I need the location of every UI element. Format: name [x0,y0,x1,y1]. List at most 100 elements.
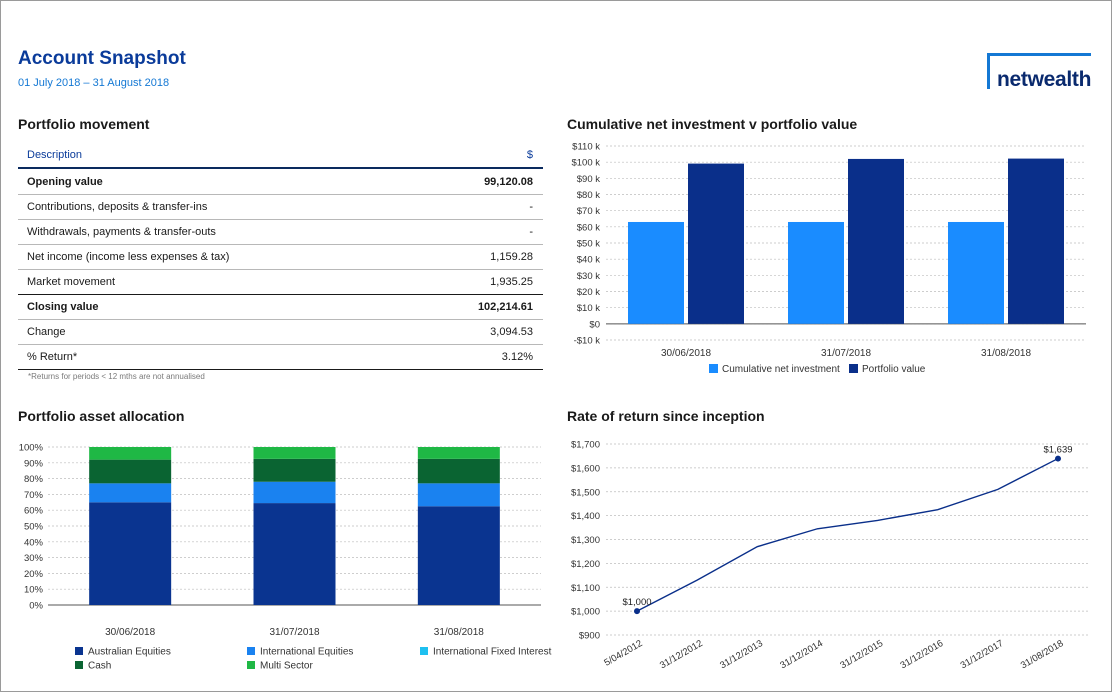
allocation-chart-title: Portfolio asset allocation [18,408,185,424]
x-tick-label: 31/12/2012 [658,638,705,671]
legend-label: Cash [88,661,111,672]
x-tick-label: 31/12/2013 [718,638,765,671]
y-tick-label: $110 k [572,142,600,153]
y-tick-label: $1,600 [571,463,600,474]
legend-label: Portfolio value [862,364,926,375]
stacked-bar-segment [417,447,500,459]
legend-label: Multi Sector [260,661,313,672]
bar-portfolio-value [1008,158,1064,324]
y-tick-label: $1,700 [571,440,600,451]
y-tick-label: 20% [24,569,44,580]
bar-portfolio-value [688,163,744,324]
y-tick-label: 30% [24,553,44,564]
y-tick-label: -$10 k [574,336,601,347]
legend-swatch [420,647,428,655]
legend-label: Cumulative net investment [722,364,840,375]
y-tick-label: 10% [24,585,44,596]
row-value: 3,094.53 [411,319,543,345]
y-tick-label: $70 k [577,206,600,217]
x-tick-label: 31/12/2014 [778,638,825,671]
x-tick-label: 31/08/2018 [981,348,1031,359]
y-tick-label: 80% [24,474,44,485]
x-tick-label: 31/12/2016 [899,638,946,671]
y-tick-label: $1,400 [571,511,600,522]
data-point-marker [1055,455,1061,462]
stacked-bar-segment [253,481,336,504]
row-label: Contributions, deposits & transfer-ins [18,194,412,220]
y-tick-label: 0% [29,601,43,612]
table-row: Closing value 102,214.61 [18,294,543,320]
column-header-description: Description [18,141,412,169]
table-row: Net income (income less expenses & tax) … [18,244,543,270]
data-label: $1,639 [1043,445,1072,456]
y-tick-label: $50 k [577,239,600,250]
stacked-bar-segment [253,503,336,605]
table-row: Withdrawals, payments & transfer-outs - [18,219,543,245]
table-row: % Return* 3.12% [18,344,543,370]
stacked-bar-segment [253,458,336,482]
returns-footnote: *Returns for periods < 12 mths are not a… [28,372,205,381]
cumulative-investment-chart: -$10 k $0 $10 k $20 k $30 k $40 k $50 k $60 k $7… [571,142,1086,375]
stacked-bar-segment [89,483,172,503]
y-tick-label: 40% [24,537,44,548]
y-tick-label: $1,300 [571,535,600,546]
y-tick-label: 50% [24,522,44,533]
row-label: Net income (income less expenses & tax) [18,244,412,270]
table-row: Change 3,094.53 [18,319,543,345]
table-row: Contributions, deposits & transfer-ins - [18,194,543,220]
y-tick-label: 70% [24,490,44,501]
y-tick-label: 60% [24,506,44,517]
y-tick-label: $20 k [577,287,600,298]
y-tick-label: $90 k [577,174,600,185]
row-value: 102,214.61 [411,294,543,320]
stacked-bar-segment [417,458,500,484]
bar-portfolio-value [848,158,904,324]
y-tick-label: $0 [589,319,600,330]
bar-net-investment [628,221,684,324]
legend-swatch [849,364,858,373]
y-tick-label: 100% [19,443,44,454]
return-chart-title: Rate of return since inception [567,408,765,424]
y-tick-label: $900 [579,631,600,642]
row-label: Change [18,319,412,345]
y-tick-label: $100 k [571,158,600,169]
logo-text: netwealth [997,68,1092,91]
row-value: 1,159.28 [411,244,543,270]
row-label: Market movement [18,269,412,295]
legend-swatch [247,647,255,655]
table-header-row: Description $ [18,141,543,169]
y-tick-label: 90% [24,458,44,469]
row-label: Withdrawals, payments & transfer-outs [18,219,412,245]
x-tick-label: 31/08/2018 [1019,638,1066,671]
row-value: 1,935.25 [411,269,543,295]
stacked-bar-segment [253,447,336,459]
y-tick-label: $1,500 [571,487,600,498]
y-tick-label: $1,100 [571,583,600,594]
stacked-bar-segment [417,506,500,605]
x-tick-label: 31/08/2018 [434,627,484,638]
x-tick-label: 30/06/2018 [661,348,711,359]
stacked-bar-segment [417,483,500,507]
row-label: Closing value [18,294,412,320]
return-series-line [636,457,1059,612]
page-date-range: 01 July 2018 – 31 August 2018 [18,77,170,89]
x-tick-label: 31/07/2018 [821,348,871,359]
y-tick-label: $1,200 [571,559,600,570]
bar-net-investment [948,221,1004,324]
legend-swatch [247,661,255,669]
row-value: 99,120.08 [411,168,543,195]
legend-label: International Equities [260,647,353,658]
x-tick-label: 5/04/2012 [602,638,644,669]
x-tick-label: 31/12/2015 [838,638,885,671]
logo-stem-icon [987,53,990,89]
portfolio-movement-title: Portfolio movement [18,116,150,132]
x-tick-label: 30/06/2018 [105,627,155,638]
x-tick-label: 31/07/2018 [269,627,319,638]
stacked-bar-segment [89,447,172,460]
column-header-amount: $ [411,141,543,169]
y-tick-label: $80 k [577,190,600,201]
netwealth-logo: netwealth [987,53,1097,93]
rate-of-return-chart: $900 $1,000 $1,100 $1,200 $1,300 $1,400 $1,500… [571,440,1088,671]
bar-net-investment [788,221,844,324]
y-tick-label: $10 k [577,303,600,314]
